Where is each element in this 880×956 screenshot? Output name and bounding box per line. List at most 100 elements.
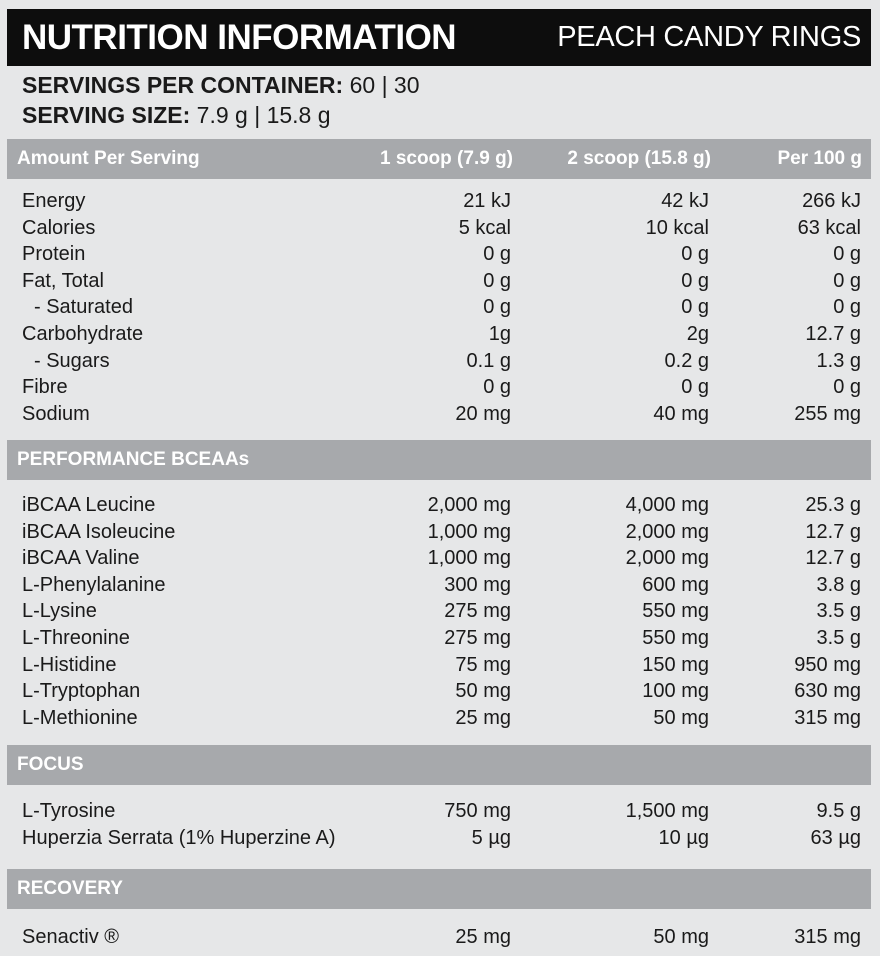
nutrient-value: 0 g [833, 376, 861, 399]
nutrient-name: L-Threonine [22, 626, 130, 649]
table-row: Sodium 20 mg 40 mg 255 mg [0, 401, 880, 428]
nutrient-value: 63 µg [810, 826, 861, 849]
nutrient-value: 0 g [833, 296, 861, 319]
table-row: L-Lysine 275 mg 550 mg 3.5 g [0, 598, 880, 625]
nutrient-value: 0.2 g [664, 349, 709, 372]
section-header: FOCUS [7, 745, 871, 785]
table-row: Fat, Total 0 g 0 g 0 g [0, 268, 880, 295]
nutrient-name: L-Methionine [22, 706, 138, 729]
table-row: L-Phenylalanine 300 mg 600 mg 3.8 g [0, 572, 880, 599]
table-row: Protein 0 g 0 g 0 g [0, 241, 880, 268]
section-title: PERFORMANCE BCEAAs [17, 449, 250, 470]
nutrient-value: 300 mg [444, 573, 511, 596]
nutrient-value: 550 mg [642, 626, 709, 649]
nutrient-value: 2g [686, 322, 709, 345]
servings-per-container: SERVINGS PER CONTAINER: 60 | 30 [22, 72, 420, 99]
nutrient-name: Fibre [22, 376, 68, 399]
nutrient-value: 600 mg [642, 573, 709, 596]
nutrient-value: 1,000 mg [427, 520, 511, 543]
header-label: Amount Per Serving [17, 148, 200, 169]
table-row: iBCAA Valine 1,000 mg 2,000 mg 12.7 g [0, 545, 880, 572]
table-row: Huperzia Serrata (1% Huperzine A) 5 µg 10 … [0, 825, 880, 852]
section-title: FOCUS [17, 754, 84, 775]
nutrient-value: 275 mg [444, 600, 511, 623]
table-row: Carbohydrate 1g 2g 12.7 g [0, 321, 880, 348]
section-rows: Senactiv ® 25 mg 50 mg 315 mg [0, 924, 880, 951]
nutrient-value: 50 mg [455, 680, 511, 703]
header-col3: Per 100 g [777, 148, 863, 169]
servings-label: SERVINGS PER CONTAINER: [22, 72, 344, 98]
header-col2: 2 scoop (15.8 g) [567, 148, 711, 169]
nutrient-name: L-Lysine [22, 600, 97, 623]
nutrient-value: 0 g [483, 243, 511, 266]
nutrient-value: 63 kcal [797, 216, 861, 239]
nutrient-value: 1,000 mg [427, 547, 511, 570]
table-row: Senactiv ® 25 mg 50 mg 315 mg [0, 924, 880, 951]
nutrient-value: 25 mg [455, 706, 511, 729]
section-header: RECOVERY [7, 869, 871, 909]
nutrient-value: 550 mg [642, 600, 709, 623]
nutrient-value: 630 mg [794, 680, 861, 703]
nutrient-name: Sodium [22, 402, 90, 425]
nutrient-value: 3.5 g [816, 626, 861, 649]
table-row: L-Tryptophan 50 mg 100 mg 630 mg [0, 678, 880, 705]
nutrient-name: Huperzia Serrata (1% Huperzine A) [22, 826, 336, 849]
nutrient-value: 315 mg [794, 706, 861, 729]
nutrient-value: 2,000 mg [625, 547, 709, 570]
section-title: RECOVERY [17, 878, 123, 899]
table-row: L-Tyrosine 750 mg 1,500 mg 9.5 g [0, 798, 880, 825]
nutrient-name: - Saturated [34, 296, 133, 319]
nutrient-value: 4,000 mg [625, 494, 709, 516]
nutrient-value: 3.5 g [816, 600, 861, 623]
nutrient-value: 2,000 mg [625, 520, 709, 543]
nutrient-name: Senactiv ® [22, 926, 120, 948]
column-header-bar: Amount Per Serving 1 scoop (7.9 g) 2 sco… [7, 139, 871, 179]
nutrient-name: L-Phenylalanine [22, 573, 166, 596]
table-row: L-Threonine 275 mg 550 mg 3.5 g [0, 625, 880, 652]
nutrient-name: - Sugars [34, 349, 110, 372]
table-row: Energy 21 kJ 42 kJ 266 kJ [0, 188, 880, 215]
nutrient-name: iBCAA Valine [22, 547, 140, 570]
table-row: iBCAA Leucine 2,000 mg 4,000 mg 25.3 g [0, 492, 880, 519]
nutrient-value: 0.1 g [466, 349, 511, 372]
nutrient-value: 0 g [483, 269, 511, 292]
section-rows: L-Tyrosine 750 mg 1,500 mg 9.5 g Huperzia Se… [0, 798, 880, 851]
section-header: PERFORMANCE BCEAAs [7, 440, 871, 480]
table-row: L-Methionine 25 mg 50 mg 315 mg [0, 705, 880, 732]
nutrient-value: 1,500 mg [625, 800, 709, 822]
nutrient-value: 0 g [681, 243, 709, 266]
nutrient-name: L-Histidine [22, 653, 117, 676]
nutrient-value: 12.7 g [805, 547, 861, 570]
nutrient-value: 255 mg [794, 402, 861, 425]
nutrient-value: 100 mg [642, 680, 709, 703]
table-row: iBCAA Isoleucine 1,000 mg 2,000 mg 12.7 g [0, 519, 880, 546]
nutrient-value: 275 mg [444, 626, 511, 649]
nutrient-value: 3.8 g [816, 573, 861, 596]
table-row: Calories 5 kcal 10 kcal 63 kcal [0, 215, 880, 242]
nutrient-name: Protein [22, 243, 86, 266]
header-col1: 1 scoop (7.9 g) [379, 148, 513, 169]
section-rows: Energy 21 kJ 42 kJ 266 kJ Calories 5 kcal 10 k… [0, 188, 880, 427]
nutrient-value: 1g [488, 322, 511, 345]
title-bar: NUTRITION INFORMATION PEACH CANDY RINGS [7, 9, 871, 66]
nutrient-value: 0 g [833, 269, 861, 292]
nutrient-name: iBCAA Leucine [22, 494, 156, 516]
nutrient-value: 0 g [483, 296, 511, 319]
nutrient-name: Carbohydrate [22, 322, 144, 345]
nutrient-value: 5 kcal [458, 216, 511, 239]
serving-size: SERVING SIZE: 7.9 g | 15.8 g [22, 102, 331, 129]
nutrient-value: 750 mg [444, 800, 511, 822]
nutrient-value: 950 mg [794, 653, 861, 676]
nutrient-value: 75 mg [455, 653, 511, 676]
table-row: Fibre 0 g 0 g 0 g [0, 374, 880, 401]
nutrient-name: Fat, Total [22, 269, 104, 292]
nutrient-value: 10 kcal [645, 216, 709, 239]
nutrient-value: 0 g [681, 296, 709, 319]
section-rows: iBCAA Leucine 2,000 mg 4,000 mg 25.3 g iBCAA… [0, 492, 880, 731]
nutrient-value: 2,000 mg [427, 494, 511, 516]
nutrient-value: 42 kJ [661, 190, 709, 212]
nutrient-name: L-Tryptophan [22, 680, 141, 703]
nutrient-name: L-Tyrosine [22, 800, 116, 822]
table-row: - Sugars 0.1 g 0.2 g 1.3 g [0, 348, 880, 375]
nutrient-name: Calories [22, 216, 96, 239]
